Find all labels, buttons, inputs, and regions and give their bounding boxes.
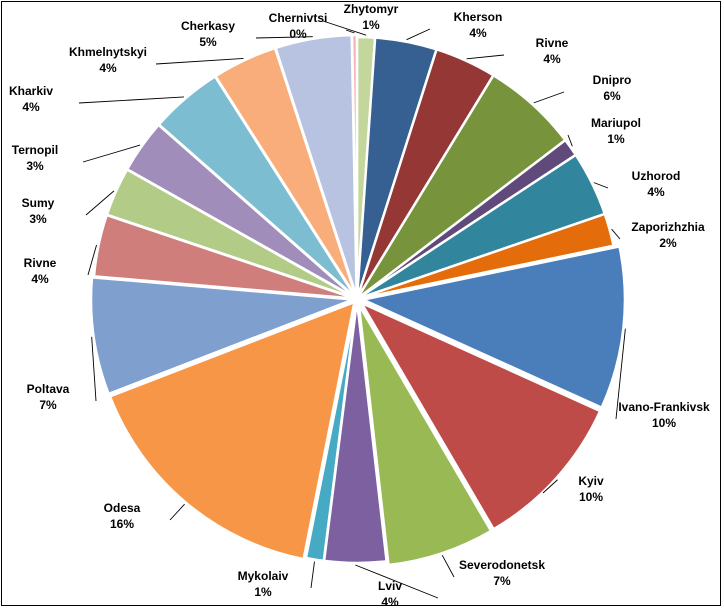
slice-label: Khmelnytskyi <box>69 45 147 59</box>
slice-percent-label: 6% <box>603 89 621 103</box>
slice-label: Kharkiv <box>9 84 53 98</box>
pie-slice-ivano-frankivsk <box>358 244 627 410</box>
leader-line <box>169 503 185 521</box>
slice-percent-label: 4% <box>22 100 40 114</box>
pie-slice-kyiv <box>358 300 602 531</box>
pie-slice-chernivtsi <box>350 33 359 298</box>
slice-label: Poltava <box>27 382 70 396</box>
leader-line <box>87 244 97 276</box>
slice-percent-label: 10% <box>579 490 603 504</box>
slice-label: Zaporizhzhia <box>631 220 705 234</box>
slice-label: Odesa <box>104 501 141 515</box>
slice-percent-label: 1% <box>362 18 380 32</box>
pie-slice-severodonetsk <box>357 304 493 567</box>
slice-percent-label: 16% <box>110 517 134 531</box>
slice-label: Rivne <box>536 36 569 50</box>
slice-percent-label: 3% <box>29 212 47 226</box>
slice-percent-label: 10% <box>652 416 676 430</box>
pie-slice-mykolaiv <box>304 300 358 563</box>
slice-label: Ivano-Frankivsk <box>618 400 710 414</box>
slice-label: Chernivtsi <box>269 11 328 25</box>
slice-label: Mykolaiv <box>238 569 289 583</box>
slice-percent-label: 4% <box>469 26 487 40</box>
slice-label: Lviv <box>378 579 402 593</box>
slice-label: Severodonetsk <box>459 558 545 572</box>
slice-label: Uzhorod <box>632 169 681 183</box>
leader-line <box>255 36 313 39</box>
leader-line <box>615 328 626 420</box>
slice-label: Ternopil <box>12 143 58 157</box>
slice-percent-label: 4% <box>647 185 665 199</box>
slice-label: Kyiv <box>578 474 604 488</box>
leader-line <box>542 479 558 494</box>
leader-line <box>310 561 315 589</box>
leader-line <box>441 554 455 578</box>
slice-percent-label: 1% <box>254 585 272 599</box>
slice-percent-label: 4% <box>543 52 561 66</box>
leader-line <box>91 336 97 402</box>
slice-percent-label: 7% <box>39 398 57 412</box>
slice-label: Sumy <box>22 196 55 210</box>
slice-percent-label: 7% <box>493 574 511 588</box>
slice-label: Dnipro <box>593 73 632 87</box>
slice-percent-label: 5% <box>199 35 217 49</box>
leader-line <box>85 190 115 216</box>
leader-line <box>611 228 621 240</box>
slice-label: Cherkasy <box>181 19 235 33</box>
leader-line <box>567 134 573 147</box>
leader-line <box>322 20 367 36</box>
slice-percent-label: 4% <box>31 272 49 286</box>
slice-label: Kherson <box>454 10 503 24</box>
slice-percent-label: 4% <box>381 595 399 609</box>
leader-line <box>466 54 505 60</box>
pie-slice-poltava <box>89 275 354 396</box>
leader-line <box>406 28 431 41</box>
pie-slice-odesa <box>108 300 357 561</box>
leader-line <box>533 91 565 104</box>
leader-line <box>345 29 355 34</box>
slice-percent-label: 1% <box>607 132 625 146</box>
leader-line <box>78 96 184 104</box>
slice-label: Zhytomyr <box>344 2 399 16</box>
slice-percent-label: 3% <box>26 159 44 173</box>
slice-percent-label: 4% <box>99 61 117 75</box>
slice-label: Mariupol <box>591 116 641 130</box>
pie-slice-zaporizhzhia <box>356 212 616 301</box>
leader-line <box>82 144 141 163</box>
leader-line <box>593 182 609 189</box>
slice-percent-label: 2% <box>659 236 677 250</box>
slice-label: Rivne <box>24 256 57 270</box>
slice-percent-label: 0% <box>289 27 307 41</box>
leader-line <box>155 57 244 65</box>
leader-line <box>355 564 439 599</box>
